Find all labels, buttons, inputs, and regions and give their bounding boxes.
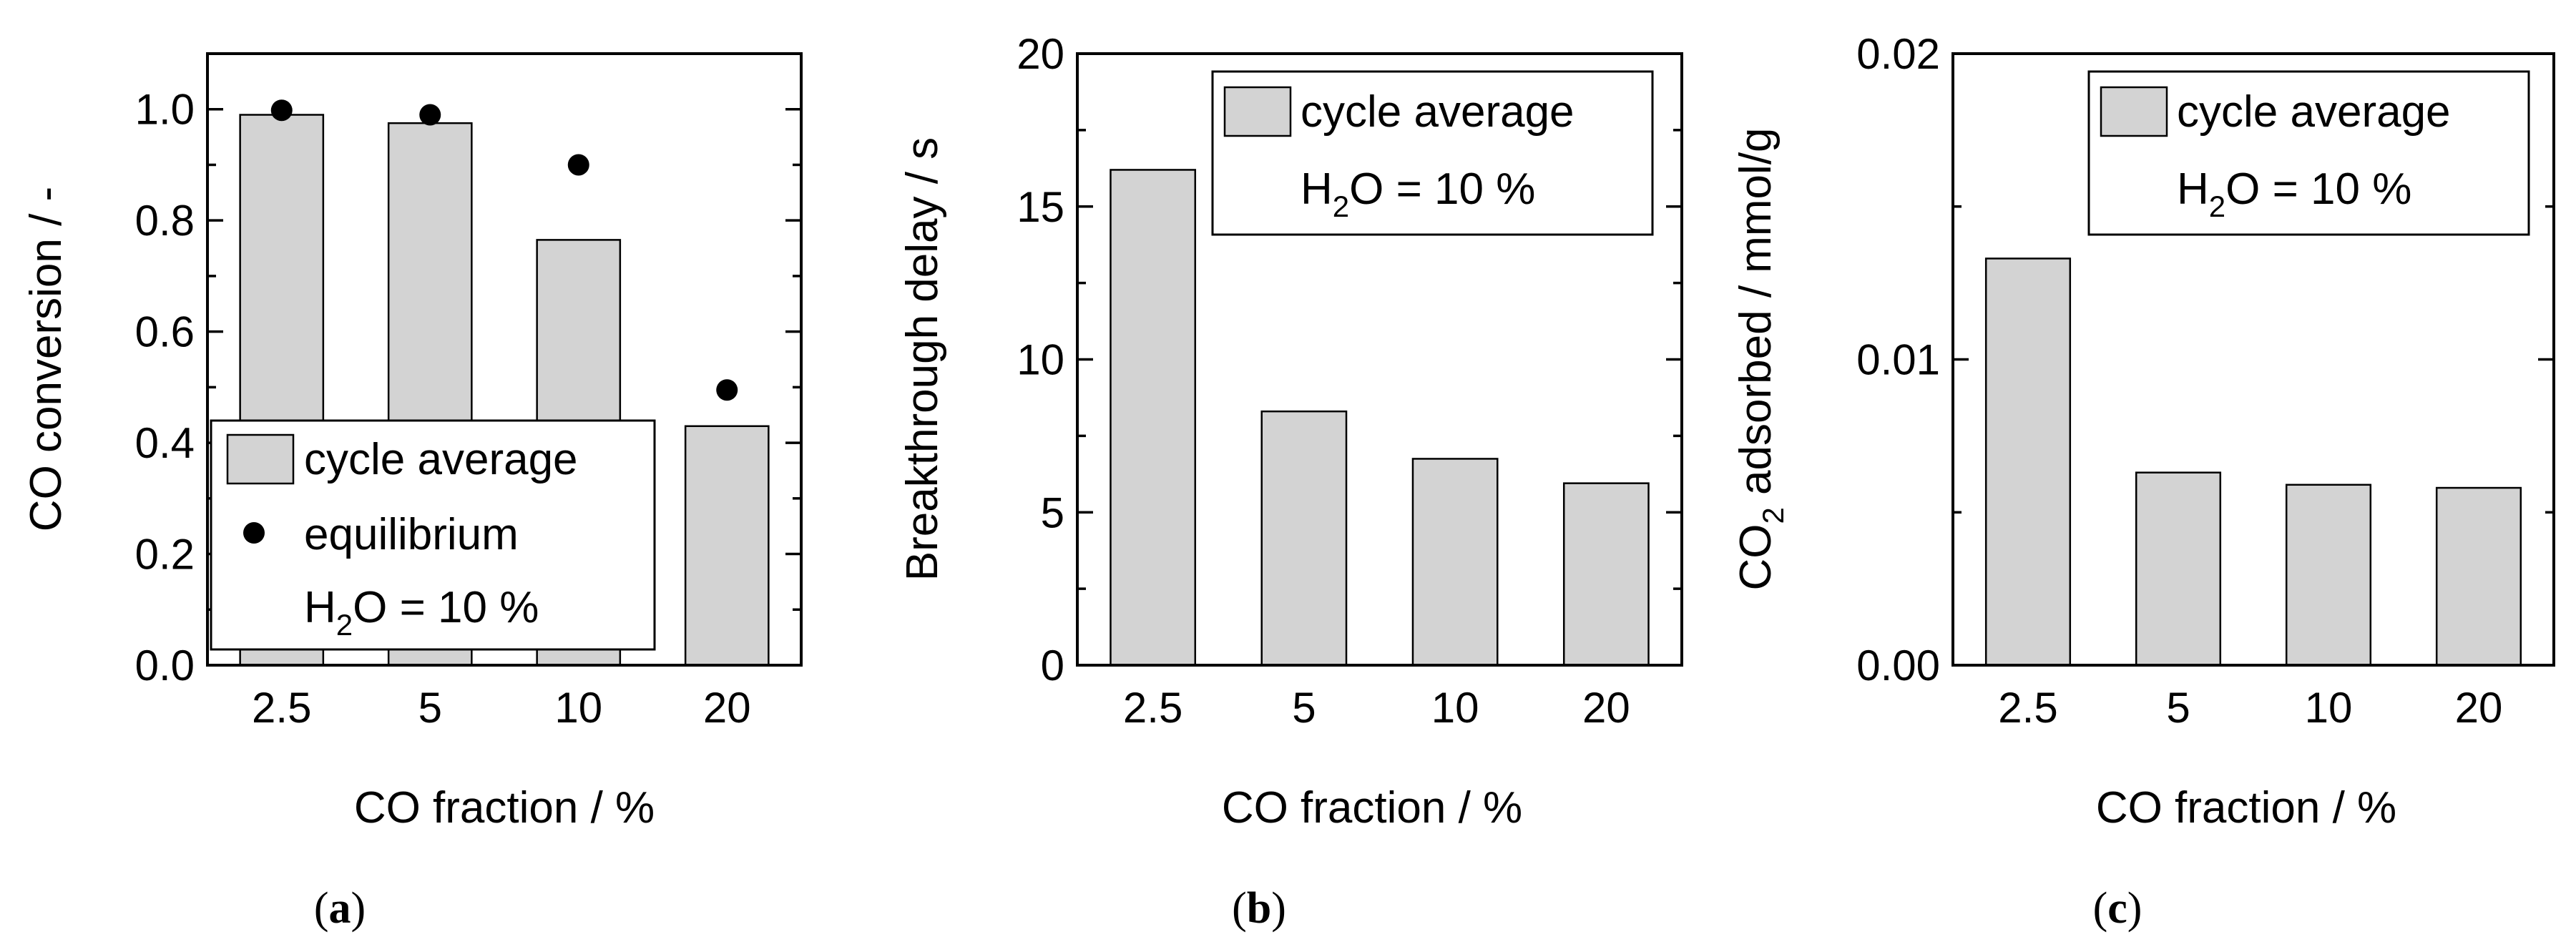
x-tick-label-a-2.5: 2.5 (252, 684, 311, 732)
panel-label-b: (b) (1232, 884, 1286, 933)
equilibrium-point-a-2.5 (270, 99, 293, 122)
legend-c: cycle average H2O = 10 % (2087, 70, 2530, 236)
legend-note-b: H2O = 10 % (1301, 165, 1535, 223)
x-tick-label-a-10: 10 (554, 684, 602, 732)
bar-c-20 (2435, 486, 2522, 667)
x-tick-label-c-2.5: 2.5 (1998, 684, 2057, 732)
x-tick-label-a-5: 5 (418, 684, 442, 732)
legend-note-a: H2O = 10 % (304, 583, 539, 642)
y-axis-title-a: CO conversion / - (21, 187, 71, 531)
legend-bar-swatch-b (1223, 86, 1292, 137)
y-tick-label-b: 0 (1041, 642, 1064, 690)
panel-label-c: (c) (2093, 884, 2142, 933)
legend-bar-label-a: cycle average (304, 435, 578, 484)
x-axis-title-a: CO fraction / % (354, 783, 655, 833)
ticks-c: 0.00 0.01 0.02 2.5 5 10 20 (1856, 30, 2554, 732)
bar-b-10 (1411, 458, 1499, 667)
y-tick-label-a: 0.6 (135, 308, 195, 356)
y-tick-label-b: 20 (1017, 30, 1064, 78)
y-tick-label-c: 0.02 (1856, 30, 1940, 78)
y-axis-title-c: CO2 adsorbed / mmol/g (1731, 127, 1790, 590)
panel-label-a: (a) (314, 884, 366, 933)
legend-dot-label-a: equilibrium (304, 510, 519, 559)
x-axis-title-b: CO fraction / % (1222, 783, 1522, 833)
x-tick-label-b-20: 20 (1582, 684, 1630, 732)
bar-b-5 (1260, 410, 1348, 667)
y-tick-label-c: 0.00 (1856, 642, 1940, 690)
y-tick-label-a: 0.0 (135, 642, 195, 690)
panel-a: 0.0 0.2 0.4 0.6 0.8 1.0 2.5 5 10 20 CO conversion… (21, 52, 803, 933)
y-tick-label-b: 5 (1041, 489, 1064, 536)
bar-c-5 (2135, 471, 2222, 667)
x-tick-label-c-10: 10 (2305, 684, 2353, 732)
panel-c: 0.00 0.01 0.02 2.5 5 10 20 CO2 adsorbed / mmol… (1731, 30, 2555, 933)
y-tick-label-b: 10 (1017, 336, 1064, 384)
ticks-a: 0.0 0.2 0.4 0.6 0.8 1.0 2.5 5 10 20 (135, 86, 801, 732)
equilibrium-point-a-10 (567, 154, 589, 176)
legend-note-c: H2O = 10 % (2177, 165, 2411, 223)
legend-bar-swatch-a (226, 433, 295, 485)
plot-frame-a (206, 52, 803, 667)
x-tick-label-b-10: 10 (1431, 684, 1479, 732)
y-axis-title-b: Breakthrough delay / s (898, 137, 947, 581)
x-tick-label-c-5: 5 (2166, 684, 2190, 732)
bar-b-20 (1562, 482, 1650, 667)
y-tick-label-c: 0.01 (1856, 336, 1940, 384)
y-tick-label-a: 0.8 (135, 197, 195, 245)
y-tick-label-a: 1.0 (135, 86, 195, 134)
bar-c-2.5 (1984, 257, 2072, 667)
legend-bar-label-c: cycle average (2177, 87, 2451, 137)
bar-c-10 (2285, 484, 2372, 667)
bar-b-2.5 (1110, 169, 1197, 667)
y-tick-label-a: 0.2 (135, 531, 195, 579)
y-tick-label-a: 0.4 (135, 419, 195, 467)
bar-a-20 (684, 425, 770, 667)
x-axis-title-c: CO fraction / % (2096, 783, 2396, 833)
bars-c (1984, 257, 2522, 667)
equilibrium-point-a-5 (419, 104, 441, 126)
legend-bar-label-b: cycle average (1301, 87, 1575, 137)
legend-b: cycle average H2O = 10 % (1211, 70, 1654, 236)
x-tick-label-c-20: 20 (2455, 684, 2503, 732)
equilibrium-points-a (270, 99, 738, 401)
x-tick-label-b-5: 5 (1292, 684, 1316, 732)
legend-bar-swatch-c (2100, 86, 2168, 137)
x-tick-label-a-20: 20 (703, 684, 751, 732)
ticks-b: 0 5 10 15 20 2.5 5 10 20 (1017, 30, 1682, 732)
equilibrium-point-a-20 (716, 379, 738, 401)
legend-dot-marker-a (243, 522, 265, 544)
y-tick-label-b: 15 (1017, 183, 1064, 231)
x-tick-label-b-2.5: 2.5 (1123, 684, 1182, 732)
bars-b (1110, 169, 1650, 667)
legend-a: cycle average equilibrium H2O = 10 % (210, 419, 656, 651)
